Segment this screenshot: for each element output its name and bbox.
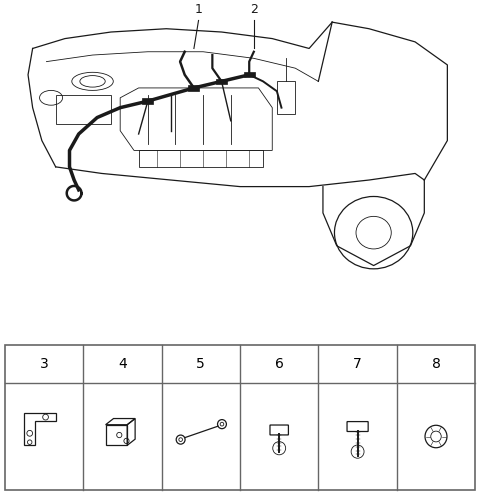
Text: 1: 1 — [194, 2, 203, 15]
Bar — [56, 95, 111, 124]
Text: 5: 5 — [196, 357, 205, 371]
Text: 2: 2 — [250, 2, 258, 15]
Text: 3: 3 — [40, 357, 48, 371]
Polygon shape — [188, 85, 200, 91]
Bar — [106, 425, 127, 446]
Text: 6: 6 — [275, 357, 284, 371]
Bar — [5, 346, 475, 490]
Text: 4: 4 — [118, 357, 127, 371]
Polygon shape — [216, 79, 227, 84]
Polygon shape — [142, 99, 154, 104]
Polygon shape — [244, 72, 255, 77]
Text: 7: 7 — [353, 357, 362, 371]
Text: 8: 8 — [432, 357, 441, 371]
